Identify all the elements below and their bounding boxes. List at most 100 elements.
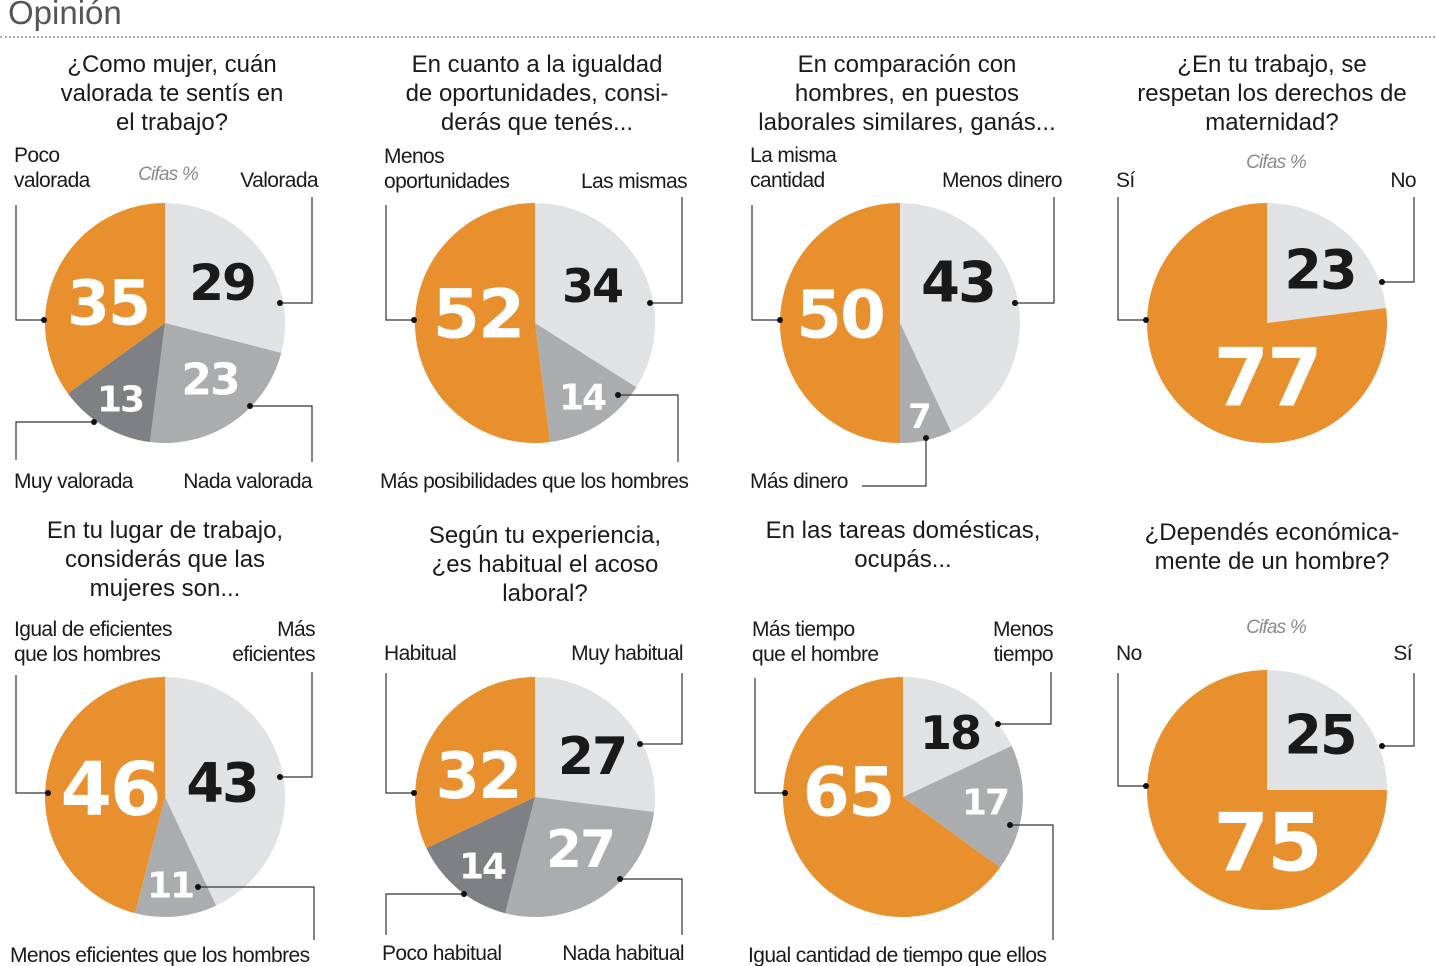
- pie-slice: [45, 677, 165, 914]
- slice-category-label-line: Igual cantidad de tiempo que ellos: [748, 944, 1046, 966]
- chart-title: ¿Dependés económica-mente de un hombre?: [1145, 519, 1400, 575]
- pie-slice: [903, 677, 1012, 797]
- slice-category-label: Sí: [1116, 169, 1135, 192]
- slice-category-label-line: tiempo: [994, 643, 1053, 666]
- slice-value-label: 18: [920, 706, 980, 760]
- slice-category-label: Menos tiempo: [993, 618, 1053, 666]
- chart-title-line: ¿En tu trabajo, se: [1177, 51, 1366, 78]
- pie-slice: [535, 677, 656, 813]
- chart-title-line: mente de un hombre?: [1155, 548, 1390, 575]
- leader-line: [385, 893, 464, 935]
- slice-category-label-line: Habitual: [384, 642, 456, 665]
- leader-dot: [777, 317, 783, 323]
- pie-chart-3: En comparación con hombres, en puestos lab…: [750, 51, 1063, 493]
- pie-slice: [1267, 670, 1387, 790]
- leader-dot: [45, 790, 51, 796]
- slice-value-label: 23: [1284, 239, 1355, 302]
- slice-value-label: 23: [181, 355, 238, 406]
- chart-title: En las tareas domésticas, ocupás...: [766, 517, 1041, 573]
- chart-title-line: En comparación con: [798, 51, 1017, 78]
- slice-category-label: Valorada: [240, 169, 319, 192]
- leader-line: [15, 675, 48, 794]
- pie-slice: [903, 745, 1023, 868]
- slice-category-label-line: Poco habitual: [382, 942, 501, 965]
- chart-title-line: el trabajo?: [116, 109, 228, 136]
- slice-value-label: 34: [562, 259, 622, 313]
- slice-category-label-line: Nada habitual: [562, 942, 684, 965]
- slice-category-label: Nada valorada: [183, 470, 313, 493]
- pie-chart-6: Según tu experiencia, ¿es habitual el aco…: [382, 522, 685, 965]
- slice-value-label: 52: [433, 276, 524, 355]
- pie-slice: [426, 797, 535, 914]
- slice-category-label-line: Sí: [1116, 169, 1135, 192]
- slice-value-label: 14: [559, 378, 606, 419]
- leader-dot: [617, 876, 623, 882]
- slice-category-label-line: Igual de eficientes: [14, 618, 172, 641]
- leader-dot: [1379, 279, 1385, 285]
- pie-chart-7: En las tareas domésticas, ocupás... 18 Meno…: [748, 517, 1054, 966]
- slice-category-label-line: Poco: [14, 144, 59, 167]
- slice-value-label: 7: [908, 397, 930, 437]
- chart-title-line: ocupás...: [854, 546, 951, 573]
- pie-slice: [415, 203, 551, 443]
- leader-dot: [277, 300, 283, 306]
- slice-category-label: La misma cantidad: [750, 144, 837, 192]
- leader-line: [998, 672, 1052, 725]
- slice-category-label-line: Muy valorada: [14, 470, 134, 493]
- chart-title-line: ¿Dependés económica-: [1145, 519, 1400, 546]
- chart-title-line: respetan los derechos de: [1137, 80, 1407, 107]
- slice-category-label-line: valorada: [14, 169, 91, 192]
- slice-value-label: 14: [459, 847, 506, 888]
- slice-category-label: Sí: [1393, 642, 1412, 665]
- units-note: Cifas %: [1246, 152, 1307, 173]
- pie-slice: [1147, 670, 1387, 910]
- slice-category-label-line: Más posibilidades que los hombres: [380, 470, 688, 493]
- pie-slice: [535, 203, 655, 388]
- leader-line: [862, 438, 927, 487]
- leader-line: [1010, 824, 1054, 940]
- chart-title-line: ¿Como mujer, cuán: [67, 51, 276, 78]
- slice-value-label: 75: [1213, 797, 1320, 890]
- slice-category-label: No: [1116, 642, 1142, 665]
- slice-category-label: Más tiempo que el hombre: [752, 618, 878, 666]
- chart-title-line: laborales similares, ganás...: [758, 109, 1055, 136]
- slice-category-label: Más posibilidades que los hombres: [380, 470, 688, 493]
- chart-title-line: hombres, en puestos: [795, 80, 1019, 107]
- pie-chart-8: ¿Dependés económica-mente de un hombre? C…: [1116, 519, 1415, 910]
- chart-title: En tu lugar de trabajo, considerás que la…: [47, 517, 283, 602]
- slice-value-label: 13: [97, 380, 143, 421]
- pie-slice: [67, 323, 165, 443]
- leader-line: [1382, 197, 1415, 283]
- slice-category-label-line: La misma: [750, 144, 837, 167]
- leader-dot: [91, 419, 97, 425]
- slice-category-label-line: Menos dinero: [942, 169, 1062, 192]
- leader-dot: [1143, 317, 1149, 323]
- units-note: Cifas %: [138, 164, 199, 185]
- pie-chart-4: ¿En tu trabajo, se respetan los derechos …: [1116, 51, 1417, 443]
- slice-category-label: Menos dinero: [942, 169, 1062, 192]
- chart-title-line: considerás que las: [65, 546, 265, 573]
- slice-value-label: 43: [921, 251, 995, 316]
- leader-line: [385, 673, 414, 794]
- leader-dot: [995, 721, 1001, 727]
- leader-line: [15, 205, 44, 321]
- pie-slice: [900, 203, 1021, 432]
- leader-line: [15, 421, 94, 460]
- slice-value-label: 27: [546, 820, 614, 880]
- leader-dot: [647, 300, 653, 306]
- slice-category-label-line: Sí: [1393, 642, 1412, 665]
- leader-dot: [41, 317, 47, 323]
- leader-dot: [247, 403, 253, 409]
- pie-slice: [780, 203, 900, 443]
- slice-category-label-line: Más dinero: [750, 470, 848, 493]
- slice-value-label: 77: [1213, 332, 1320, 425]
- slice-category-label-line: Más: [277, 618, 315, 641]
- slice-category-label-line: cantidad: [750, 169, 825, 192]
- slice-category-label-line: No: [1390, 169, 1416, 192]
- leader-dot: [782, 790, 788, 796]
- slice-category-label-line: Muy habitual: [571, 642, 683, 665]
- pie-slice: [165, 677, 286, 906]
- chart-title-line: valorada te sentís en: [61, 80, 284, 107]
- slice-category-label: Más dinero: [750, 470, 848, 493]
